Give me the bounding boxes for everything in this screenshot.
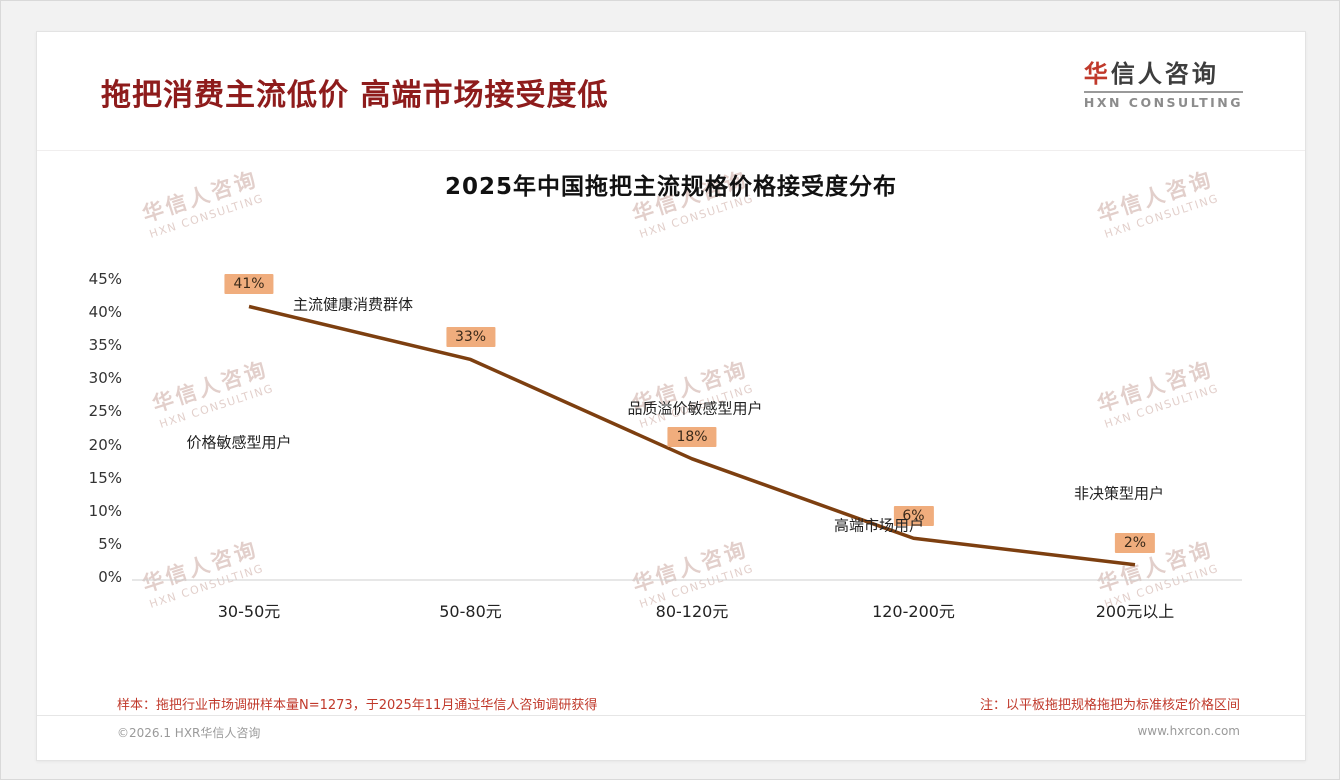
- chart-annotation: 价格敏感型用户: [186, 433, 292, 452]
- line-chart: 0% 5% 10% 15% 20% 25% 30% 35% 40% 45% 30-50元 50-80元…: [37, 242, 1307, 662]
- chart-annotation: 高端市场用户: [833, 516, 925, 535]
- chart-canvas: [132, 304, 1242, 581]
- chart-annotation: 品质溢价敏感型用户: [627, 399, 763, 418]
- y-axis-tick-label: 40%: [88, 303, 122, 322]
- page-title: 拖把消费主流低价 高端市场接受度低: [101, 78, 609, 113]
- footer-divider: [37, 715, 1305, 716]
- y-axis-tick-label: 0%: [98, 568, 122, 586]
- data-point-label: 2%: [1114, 532, 1156, 553]
- logo-chinese-name: 华信人咨询: [1084, 60, 1243, 89]
- data-point-label: 6%: [893, 506, 934, 527]
- logo-rest-chars: 信人咨询: [1110, 60, 1219, 88]
- x-axis-category-label: 30-50元: [217, 602, 281, 621]
- data-point-label: 33%: [445, 327, 496, 348]
- y-axis-tick-label: 5%: [98, 534, 122, 553]
- chart-annotation: 主流健康消费群体: [292, 295, 414, 314]
- logo-accent-char: 华: [1083, 60, 1111, 88]
- y-axis-tick-label: 10%: [88, 501, 122, 520]
- copyright-text: ©2026.1 HXR华信人咨询: [117, 726, 261, 740]
- website-url: www.hxrcon.com: [1137, 724, 1240, 738]
- y-axis-tick-label: 15%: [88, 468, 122, 487]
- x-axis-category-label: 120-200元: [872, 602, 955, 621]
- data-point-label: 18%: [667, 426, 717, 447]
- chart-title: 2025年中国拖把主流规格价格接受度分布: [444, 174, 897, 200]
- y-axis-tick-label: 35%: [88, 336, 122, 355]
- x-axis-category-label: 80-120元: [655, 602, 729, 621]
- chart-annotation: 非决策型用户: [1073, 484, 1165, 503]
- company-logo: 华信人咨询 HXN CONSULTING: [1083, 60, 1243, 110]
- price-standard-note: 注：以平板拖把规格拖把为标准核定价格区间: [979, 698, 1240, 713]
- data-point-label: 41%: [224, 274, 274, 295]
- y-axis-tick-label: 30%: [88, 369, 122, 388]
- sample-note: 样本：拖把行业市场调研样本量N=1273，于2025年11月通过华信人咨询调研获…: [117, 698, 598, 713]
- slide-card: 华信人咨询 HXN CONSULTING 华信人咨询 HXN CONSULTING 华信…: [36, 31, 1306, 761]
- x-axis-category-label: 200元以上: [1095, 602, 1175, 621]
- acceptance-line-series: [248, 304, 1136, 567]
- y-axis-tick-label: 25%: [88, 402, 122, 421]
- header-divider: [37, 150, 1305, 151]
- y-axis-tick-label: 20%: [88, 435, 122, 454]
- logo-english-name: HXN CONSULTING: [1083, 90, 1243, 110]
- y-axis-tick-label: 45%: [88, 270, 122, 288]
- x-axis-category-label: 50-80元: [439, 602, 502, 621]
